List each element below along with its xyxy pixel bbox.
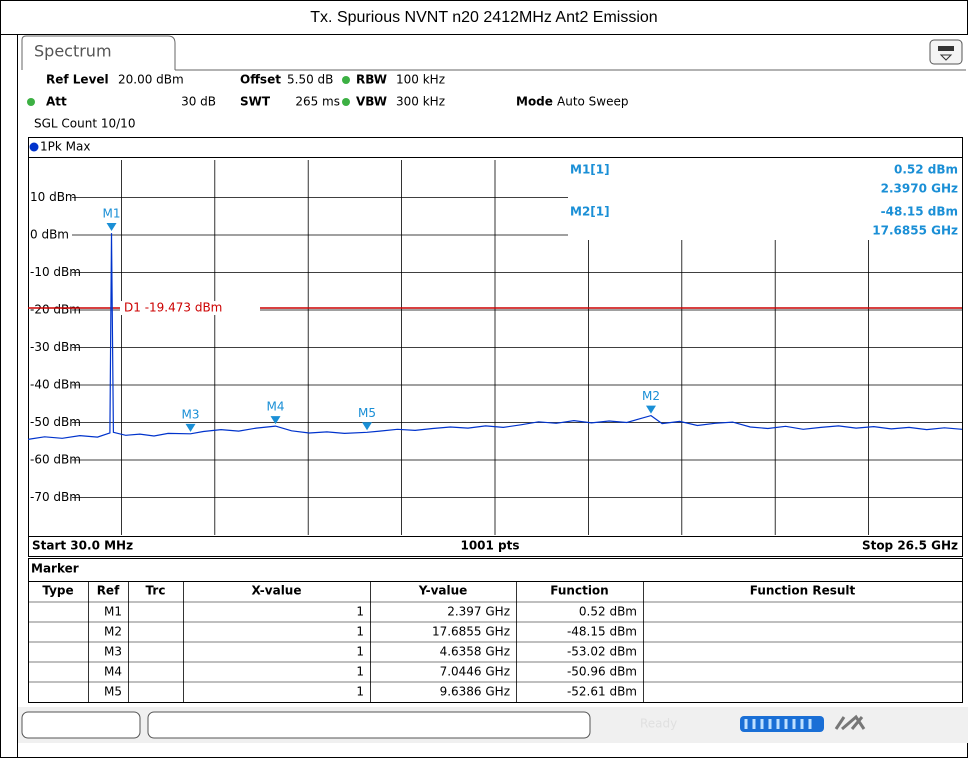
marker: [645, 405, 656, 414]
tab[interactable]: [21, 35, 176, 70]
setting-value: 100 kHz: [396, 73, 445, 87]
table-cell: 4.6358 GHz: [440, 645, 510, 659]
y-tick-label: -30 dBm: [30, 340, 81, 354]
readout-freq: 2.3970 GHz: [881, 182, 958, 196]
table-cell: -50.96 dBm: [567, 665, 637, 679]
readout-name: M2[1]: [570, 205, 610, 219]
y-tick-label: -20 dBm: [30, 303, 81, 317]
setting-label: Att: [46, 95, 67, 109]
marker: [106, 223, 117, 232]
table-cell: -52.61 dBm: [567, 685, 637, 699]
marker-label: M4: [267, 400, 285, 414]
page-title: Tx. Spurious NVNT n20 2412MHz Ant2 Emiss…: [310, 9, 657, 26]
readout-freq: 17.6855 GHz: [872, 224, 958, 238]
y-tick-label: -50 dBm: [30, 415, 81, 429]
setting-label: Offset: [240, 73, 281, 87]
table-cell: 1: [356, 645, 364, 659]
marker-label: M1: [103, 207, 121, 221]
marker-label: M5: [358, 406, 376, 420]
sweep-stop: Stop 26.5 GHz: [862, 539, 958, 553]
marker-label: M3: [182, 407, 200, 421]
y-tick-label: -70 dBm: [30, 490, 81, 504]
marker: [270, 416, 281, 425]
table-title: Marker: [31, 562, 79, 576]
column-header: Function Result: [750, 584, 856, 598]
trace: [27, 233, 963, 440]
menu-icon: [939, 54, 953, 61]
readout-box: [568, 160, 962, 240]
lxi-logo: [834, 714, 866, 731]
status-text: Ready: [640, 717, 677, 731]
table-cell: 9.6386 GHz: [440, 685, 510, 699]
status-dot: [27, 98, 35, 106]
table-cell: 1: [356, 685, 364, 699]
y-tick-label: -60 dBm: [30, 453, 81, 467]
setting-value: 265 ms: [295, 95, 340, 109]
tab-label: Spectrum: [34, 42, 112, 61]
y-tick-label: -40 dBm: [30, 378, 81, 392]
status-dot: [342, 76, 350, 84]
marker-table: Type Ref Trc X-value Y-value Function Function…: [28, 581, 962, 702]
progress-ticks: [744, 719, 812, 729]
table-cell: M4: [104, 665, 122, 679]
display-label-bg: [120, 301, 260, 316]
sgl-count: SGL Count 10/10: [34, 117, 135, 131]
setting-value: 300 kHz: [396, 95, 445, 109]
setting-value: Auto Sweep: [557, 95, 629, 109]
table-cell: 7.0446 GHz: [440, 665, 510, 679]
status-dot: [342, 98, 350, 106]
sweep-start: Start 30.0 MHz: [32, 539, 133, 553]
readout-level: 0.52 dBm: [894, 163, 958, 177]
y-tick-label: -10 dBm: [30, 265, 81, 279]
trace-dot: [29, 142, 39, 152]
table-cell: 17.6855 GHz: [432, 625, 510, 639]
marker: [362, 422, 373, 431]
softkey[interactable]: [21, 711, 141, 739]
setting-label: Mode: [516, 95, 553, 109]
column-header: X-value: [252, 584, 302, 598]
diagram-frame: [28, 137, 963, 557]
table-cell: -53.02 dBm: [567, 645, 637, 659]
plot: 10 dBm 0 dBm -10 dBm -20 dBm -30 dBm -40 dBm -…: [27, 160, 963, 535]
setting-label: SWT: [240, 95, 271, 109]
column-header: Trc: [146, 584, 166, 598]
setting-value: 5.50 dB: [287, 73, 333, 87]
table-cell: 1: [356, 625, 364, 639]
table-cell: 0.52 dBm: [579, 605, 637, 619]
column-header: Type: [42, 584, 73, 598]
table-cell: M2: [104, 625, 122, 639]
column-header: Ref: [97, 584, 120, 598]
marker: [185, 423, 196, 432]
table-cell: M1: [104, 605, 122, 619]
readout-name: M1[1]: [570, 163, 610, 177]
table-cell: 1: [356, 665, 364, 679]
y-tick-label: 0 dBm: [30, 228, 69, 242]
trace-name: 1Pk Max: [40, 140, 90, 154]
sweep-points: 1001 pts: [460, 539, 519, 553]
setting-label: Ref Level: [46, 73, 109, 87]
message-box: [147, 711, 591, 739]
y-tick-label: 10 dBm: [30, 190, 77, 204]
menu-icon: [938, 46, 954, 51]
column-header: Y-value: [418, 584, 468, 598]
setting-label: RBW: [356, 73, 387, 87]
table-cell: 1: [356, 605, 364, 619]
table-cell: 2.397 GHz: [447, 605, 510, 619]
setting-value: 20.00 dBm: [118, 73, 184, 87]
column-header: Function: [550, 584, 608, 598]
table-frame: [28, 558, 963, 703]
table-cell: M5: [104, 685, 122, 699]
readout-level: -48.15 dBm: [881, 205, 958, 219]
marker-label: M2: [642, 389, 660, 403]
setting-label: VBW: [356, 95, 387, 109]
table-cell: -48.15 dBm: [567, 625, 637, 639]
setting-value: 30 dB: [181, 95, 216, 109]
table-cell: M3: [104, 645, 122, 659]
display-line-label: D1 -19.473 dBm: [124, 301, 222, 315]
